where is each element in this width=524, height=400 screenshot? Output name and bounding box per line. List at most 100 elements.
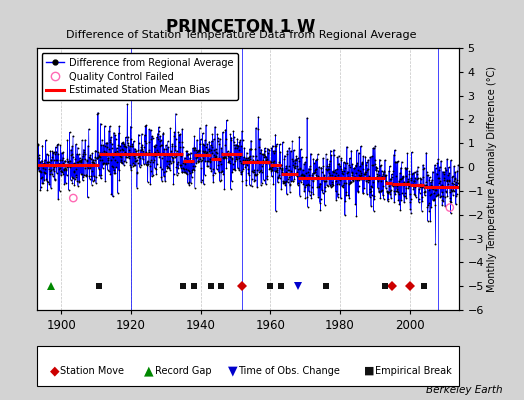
Point	[234, 165, 242, 171]
Point	[422, 168, 431, 175]
Point	[215, 178, 224, 184]
Point	[170, 129, 179, 136]
Point	[81, 151, 89, 157]
Point	[80, 156, 89, 162]
Point	[408, 182, 416, 188]
Point	[402, 172, 410, 179]
Point	[124, 142, 133, 148]
Point	[253, 157, 261, 163]
Point	[73, 178, 81, 184]
Point	[376, 195, 385, 202]
Point	[140, 150, 148, 157]
Point	[308, 175, 316, 182]
Point	[390, 147, 399, 153]
Point	[338, 170, 346, 176]
Point	[239, 156, 247, 163]
Point	[237, 168, 246, 174]
Point	[254, 158, 262, 164]
Point	[338, 168, 346, 174]
Point	[182, 151, 191, 158]
Point	[384, 198, 392, 204]
Point	[141, 138, 149, 145]
Point	[167, 148, 176, 154]
Point	[278, 164, 286, 171]
Point	[249, 157, 258, 163]
Point	[55, 166, 63, 172]
Point	[79, 151, 88, 158]
Point	[248, 152, 257, 159]
Point	[145, 138, 154, 145]
Point	[292, 162, 301, 169]
Point	[102, 140, 110, 146]
Point	[261, 148, 269, 155]
Point	[344, 192, 353, 198]
Point	[445, 170, 454, 176]
Point	[269, 181, 278, 187]
Point	[38, 174, 46, 180]
Point	[302, 170, 310, 176]
Point	[178, 169, 186, 175]
Point	[164, 144, 172, 150]
Point	[248, 176, 256, 182]
Point	[94, 109, 102, 116]
Point	[253, 170, 261, 177]
Point	[296, 174, 304, 180]
Point	[191, 144, 200, 151]
Point	[45, 166, 53, 172]
Point	[274, 165, 282, 172]
Point	[185, 157, 194, 164]
Point	[427, 182, 435, 188]
Point	[246, 156, 255, 162]
Point	[299, 180, 308, 187]
Point	[50, 164, 59, 170]
Point	[288, 138, 297, 144]
Point	[389, 180, 397, 186]
Point	[178, 126, 187, 132]
Point	[138, 152, 146, 159]
Point	[429, 184, 438, 191]
Point	[156, 142, 164, 149]
Point	[329, 182, 337, 188]
Point	[278, 169, 286, 175]
Point	[441, 194, 449, 200]
Point	[62, 166, 71, 172]
Point	[154, 149, 162, 156]
Point	[360, 176, 368, 182]
Point	[60, 181, 69, 187]
Point	[189, 163, 197, 169]
Point	[93, 155, 101, 161]
Point	[189, 145, 197, 151]
Point	[404, 185, 412, 191]
Point	[388, 182, 397, 189]
Point	[272, 167, 280, 174]
Point	[321, 184, 329, 190]
Point	[161, 152, 170, 158]
Point	[182, 148, 190, 154]
Point	[229, 165, 237, 172]
Point	[325, 161, 334, 167]
Point	[358, 160, 366, 166]
Point	[245, 154, 254, 160]
Point	[97, 142, 105, 148]
Point	[178, 169, 187, 176]
Point	[34, 141, 42, 147]
Point	[70, 160, 78, 167]
Point	[181, 158, 189, 165]
Point	[406, 175, 414, 182]
Point	[304, 169, 312, 175]
Point	[58, 157, 66, 164]
Point	[90, 173, 98, 180]
Point	[322, 151, 330, 158]
Point	[298, 154, 306, 160]
Point	[53, 157, 61, 163]
Point	[307, 150, 315, 157]
Point	[115, 176, 124, 183]
Point	[223, 150, 231, 156]
Point	[110, 130, 118, 136]
Point	[323, 167, 331, 174]
Point	[304, 165, 313, 172]
Point	[339, 175, 347, 181]
Point	[66, 129, 74, 136]
Point	[284, 167, 292, 174]
Point	[246, 146, 254, 152]
